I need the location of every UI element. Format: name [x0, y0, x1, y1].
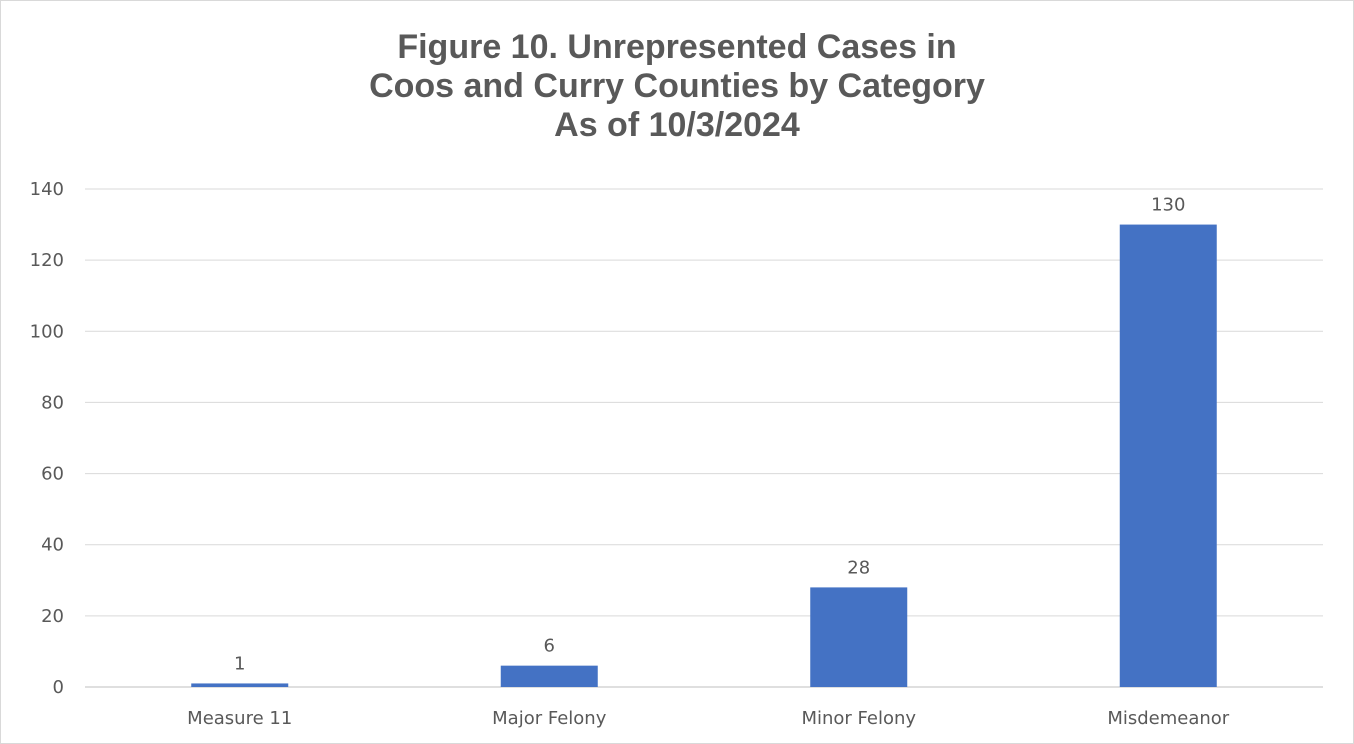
- y-tick-label: 120: [30, 250, 64, 271]
- x-tick-label: Major Felony: [492, 708, 607, 729]
- y-axis-tick-labels: 0 20 40 60 80 100 120 140: [30, 179, 64, 698]
- bar-minor-felony: [810, 587, 908, 687]
- data-labels: 1 6 28 130: [234, 195, 1185, 675]
- x-tick-label: Measure 11: [187, 708, 292, 729]
- data-label: 130: [1151, 195, 1185, 216]
- chart-title: Figure 10. Unrepresented Cases in Coos a…: [0, 28, 1354, 145]
- y-tick-label: 80: [41, 392, 64, 413]
- x-tick-label: Minor Felony: [801, 708, 916, 729]
- y-tick-label: 60: [41, 464, 64, 485]
- chart-title-line-2: Coos and Curry Counties by Category: [369, 67, 985, 105]
- gridlines: [85, 188, 1323, 688]
- bars: [191, 224, 1217, 688]
- y-tick-label: 100: [30, 321, 64, 342]
- y-tick-label: 40: [41, 535, 64, 556]
- y-tick-label: 20: [41, 606, 64, 627]
- chart-title-line-3: As of 10/3/2024: [554, 106, 800, 144]
- x-tick-label: Misdemeanor: [1107, 708, 1229, 729]
- y-tick-label: 0: [53, 677, 64, 698]
- data-label: 28: [847, 557, 870, 578]
- bar-misdemeanor: [1119, 224, 1217, 688]
- data-label: 1: [234, 653, 245, 674]
- y-tick-label: 140: [30, 179, 64, 200]
- bar-measure-11: [191, 683, 289, 687]
- x-axis-tick-labels: Measure 11 Major Felony Minor Felony Misdem…: [187, 708, 1230, 729]
- data-label: 6: [544, 636, 555, 657]
- chart-title-line-1: Figure 10. Unrepresented Cases in: [397, 28, 957, 66]
- bar-major-felony: [500, 665, 598, 687]
